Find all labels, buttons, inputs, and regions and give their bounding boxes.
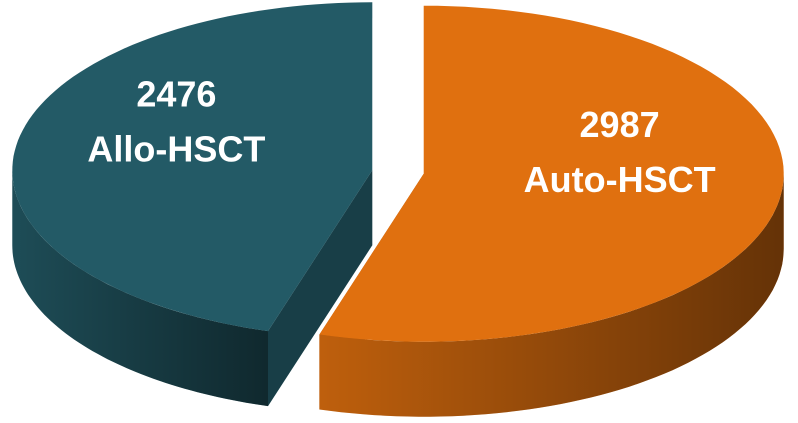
slice-value-label: 2987 [580,104,660,145]
slice [12,2,373,407]
slice-side-shade [12,170,268,407]
slice-category-label: Auto-HSCT [524,159,716,200]
slice-top [319,5,784,342]
slice-side-shade [319,173,784,417]
slice-cut-face [268,170,373,407]
slice-category-label: Allo-HSCT [87,128,265,169]
slice-cut-shade [268,170,373,407]
slice-value-label: 2476 [136,73,216,114]
slice [319,5,784,417]
slice-top [12,2,373,332]
